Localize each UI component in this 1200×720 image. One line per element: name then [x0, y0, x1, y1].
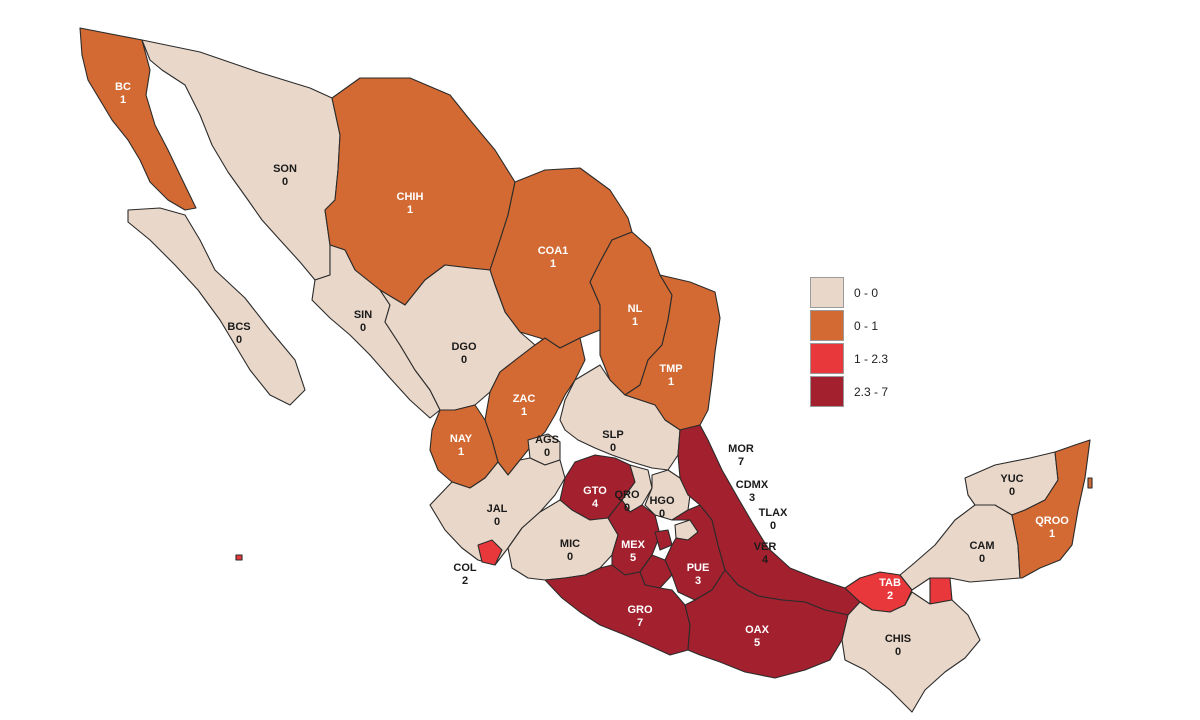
state-label-abbr: PUE	[687, 562, 710, 574]
state-label-value: 4	[762, 554, 769, 566]
state-label-value: 0	[979, 553, 985, 565]
state-CHIS[interactable]	[841, 591, 981, 713]
legend-label: 0 - 0	[854, 285, 879, 300]
state-label-abbr: GRO	[627, 604, 653, 616]
state-label-abbr: QROO	[1035, 515, 1069, 527]
state-label-abbr: CHIS	[885, 633, 911, 645]
legend-swatch	[810, 376, 844, 407]
state-label-abbr: VER	[754, 541, 777, 553]
state-GRO[interactable]	[544, 564, 691, 656]
state-label-abbr: COA1	[538, 245, 569, 257]
legend-item: 2.3 - 7	[810, 375, 888, 408]
state-label-abbr: CAM	[969, 540, 994, 552]
legend-label: 1 - 2.3	[854, 351, 889, 366]
state-label-value: 0	[567, 551, 573, 563]
state-label-value: 5	[630, 552, 636, 564]
state-label-abbr: NAY	[450, 433, 473, 445]
map-legend: 0 - 0 0 - 1 1 - 2.3 2.3 - 7	[810, 276, 888, 408]
state-label-value: 1	[668, 376, 674, 388]
legend-swatch	[810, 343, 844, 374]
state-label-value: 0	[895, 646, 901, 658]
state-label-value: 7	[637, 617, 643, 629]
state-label-value: 1	[458, 446, 464, 458]
state-label-abbr: SON	[273, 163, 297, 175]
state-label-value: 0	[236, 334, 242, 346]
state-label-abbr: TMP	[659, 363, 682, 375]
legend-item: 0 - 1	[810, 309, 888, 342]
state-label-value: 1	[632, 316, 638, 328]
state-label-value: 0	[659, 508, 665, 520]
state-shapes	[79, 27, 1093, 713]
state-label-abbr: GTO	[583, 485, 607, 497]
state-label-value: 0	[282, 176, 288, 188]
state-label-abbr: SLP	[602, 429, 623, 441]
state-label-abbr: YUC	[1000, 473, 1023, 485]
state-label-abbr: AGS	[535, 434, 559, 446]
state-CDMX[interactable]	[654, 529, 673, 551]
state-label-abbr: CHIH	[397, 191, 424, 203]
state-label-value: 1	[550, 258, 556, 270]
state-label-value: 3	[695, 575, 701, 587]
state-label-abbr: SIN	[354, 309, 372, 321]
state-label-value: 1	[1049, 528, 1055, 540]
legend-label: 0 - 1	[854, 318, 879, 333]
state-COL[interactable]	[477, 539, 503, 566]
state-label-value: 7	[738, 456, 744, 468]
state-JAL[interactable]	[429, 457, 566, 566]
state-label-value: 0	[770, 520, 776, 532]
state-label-abbr: TLAX	[759, 507, 788, 519]
state-label-abbr: JAL	[487, 503, 508, 515]
state-label-value: 2	[887, 590, 893, 602]
state-label-value: 1	[120, 94, 126, 106]
state-label-abbr: MEX	[621, 539, 646, 551]
island-isla-socorro	[235, 554, 243, 561]
state-label-value: 3	[749, 492, 755, 504]
state-label-abbr: TAB	[879, 577, 901, 589]
state-label-abbr: MOR	[728, 443, 754, 455]
state-label-abbr: QRO	[614, 489, 640, 501]
island-cozumel	[1087, 477, 1093, 489]
state-label-abbr: ZAC	[513, 393, 536, 405]
legend-swatch	[810, 310, 844, 341]
state-label-value: 4	[592, 498, 599, 510]
state-label-abbr: OAX	[745, 624, 770, 636]
state-CAM[interactable]	[899, 504, 1021, 591]
state-BCS[interactable]	[127, 207, 306, 406]
state-label-value: 1	[521, 406, 527, 418]
legend-swatch	[810, 277, 844, 308]
state-QROO[interactable]	[1011, 439, 1091, 579]
state-label-abbr: DGO	[451, 341, 477, 353]
state-label-abbr: CDMX	[736, 479, 769, 491]
state-label-abbr: BCS	[227, 321, 250, 333]
state-label-value: 0	[1009, 486, 1015, 498]
state-label-value: 1	[407, 204, 413, 216]
state-label-value: 5	[754, 637, 760, 649]
state-BC[interactable]	[79, 27, 197, 211]
state-label-abbr: NL	[628, 303, 643, 315]
state-labels: BC1SON0CHIH1COA11NL1TMP1BCS0SIN0DGO0ZAC1…	[115, 81, 1069, 658]
legend-item: 1 - 2.3	[810, 342, 888, 375]
state-label-abbr: COL	[453, 562, 477, 574]
state-label-value: 2	[462, 575, 468, 587]
state-label-abbr: BC	[115, 81, 131, 93]
state-label-value: 0	[624, 502, 630, 514]
legend-label: 2.3 - 7	[854, 384, 889, 399]
state-label-abbr: MIC	[560, 538, 580, 550]
legend-item: 0 - 0	[810, 276, 888, 309]
state-label-value: 0	[360, 322, 366, 334]
state-label-value: 0	[610, 442, 616, 454]
state-label-value: 0	[461, 354, 467, 366]
state-label-value: 0	[494, 516, 500, 528]
state-label-abbr: HGO	[649, 495, 675, 507]
state-label-value: 0	[544, 447, 550, 459]
